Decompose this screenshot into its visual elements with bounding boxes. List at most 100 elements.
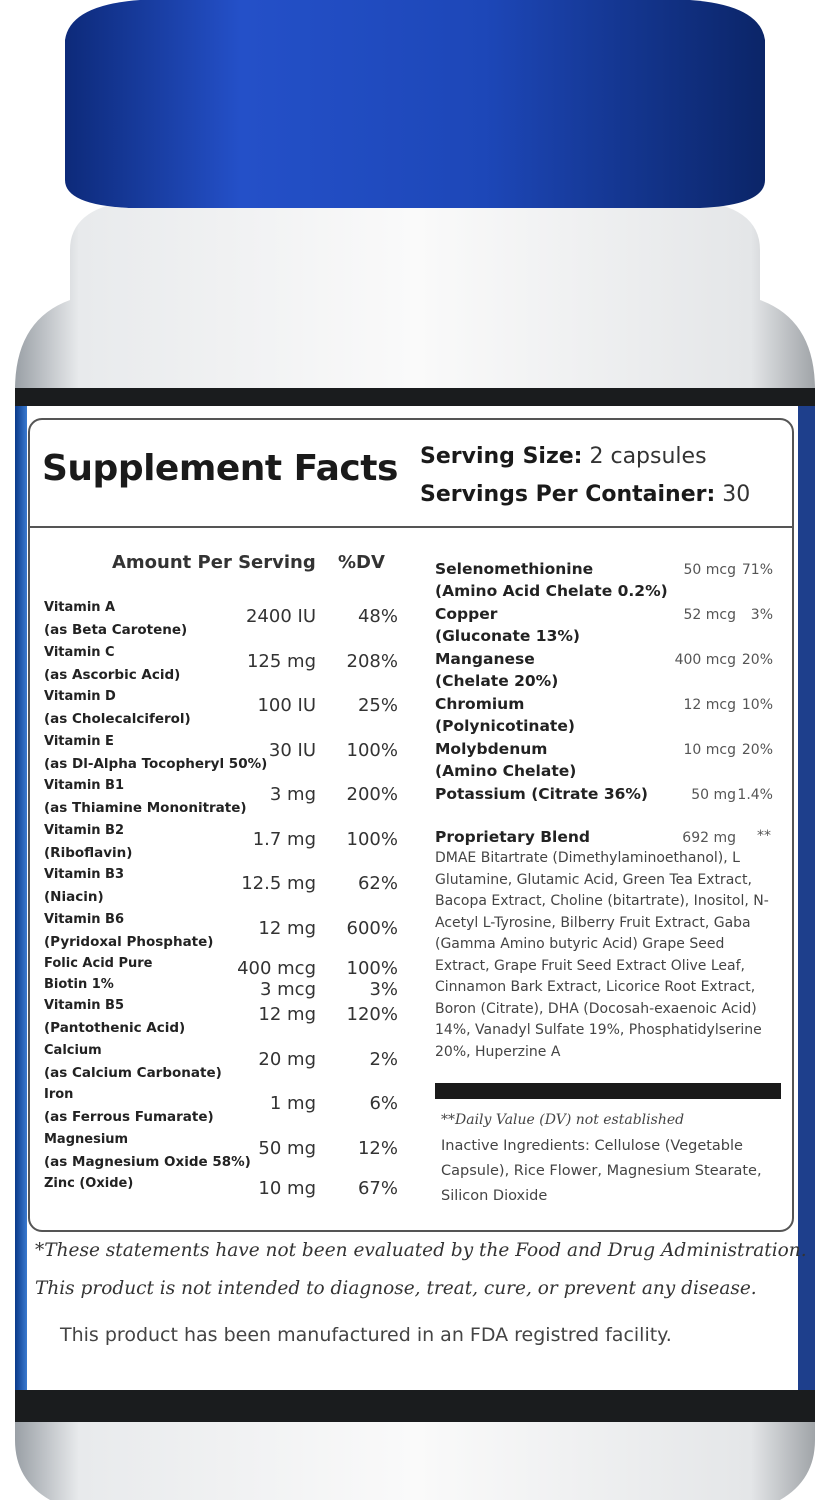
divider xyxy=(30,526,792,528)
nutrient-amount: 12.5 mg xyxy=(241,873,316,894)
nutrient-detail: (as Thiamine Mononitrate) xyxy=(44,800,247,816)
blend-name: Proprietary Blend xyxy=(435,828,590,846)
servings-value: 30 xyxy=(722,482,751,507)
nutrient-dv: 12% xyxy=(357,1137,398,1159)
disclaimer: *These statements have not been evaluate… xyxy=(35,1240,807,1261)
nutrient-amount: 30 IU xyxy=(268,739,316,761)
nutrient-name: Selenomethionine xyxy=(435,560,594,578)
nutrient-amount: 50 mg xyxy=(691,787,736,803)
nutrient-name: Vitamin B1 xyxy=(44,778,125,793)
nutrient-name: Calcium xyxy=(44,1042,102,1058)
label-edge xyxy=(15,1390,815,1422)
serving-size-value: 2 capsules xyxy=(589,444,707,469)
nutrient-dv: 600% xyxy=(346,917,398,939)
nutrient-name: Biotin 1% xyxy=(44,977,114,992)
nutrient-dv: 2% xyxy=(369,1048,398,1070)
nutrient-amount: 52 mcg xyxy=(683,607,737,623)
nutrient-name: Vitamin B3 xyxy=(44,867,125,882)
facts-panel: Supplement Facts Serving Size: 2 capsule… xyxy=(28,418,794,1232)
nutrient-name: Zinc (Oxide) xyxy=(44,1176,134,1191)
nutrient-detail: (Riboflavin) xyxy=(44,844,133,861)
nutrient-amount: 125 mg xyxy=(246,650,316,672)
nutrient-detail: (as Dl-Alpha Tocopheryl 50%) xyxy=(44,755,268,772)
nutrient-dv: 25% xyxy=(357,695,398,716)
dv-header: %DV xyxy=(338,552,385,573)
nutrient-dv: 100% xyxy=(346,828,398,850)
nutrient-dv: 208% xyxy=(346,650,398,672)
nutrient-dv: 100% xyxy=(346,739,398,761)
nutrient-detail: (Amino Acid Chelate 0.2%) xyxy=(435,582,668,600)
nutrient-name: Magnesium xyxy=(44,1131,129,1147)
nutrient-detail: (as Calcium Carbonate) xyxy=(44,1064,222,1081)
nutrient-name: Vitamin A xyxy=(44,600,116,615)
nutrient-amount: 50 mg xyxy=(258,1137,316,1159)
nutrient-detail: (as Ascorbic Acid) xyxy=(44,666,181,683)
title: Supplement Facts xyxy=(42,448,398,489)
servings-label: Servings Per Container: xyxy=(420,482,716,507)
nutrient-dv: 6% xyxy=(369,1093,398,1114)
serving-size: Serving Size: 2 capsules xyxy=(420,444,707,469)
nutrient-name: Chromium xyxy=(435,695,525,713)
nutrient-name: Vitamin E xyxy=(44,733,114,749)
nutrient-dv: 3% xyxy=(750,607,773,623)
nutrient-name: Vitamin B5 xyxy=(44,998,125,1013)
nutrient-amount: 400 mcg xyxy=(674,652,736,668)
nutrient-dv: 20% xyxy=(741,742,773,758)
nutrient-amount: 100 IU xyxy=(257,695,316,716)
nutrient-name: Iron xyxy=(44,1087,74,1102)
nutrient-amount: 50 mcg xyxy=(683,562,737,578)
black-bar xyxy=(435,1083,781,1099)
nutrient-dv: 20% xyxy=(741,652,773,668)
bottle-cap xyxy=(65,0,765,208)
blend-amount: 692 mg xyxy=(682,830,736,846)
disclaimer: This product is not intended to diagnose… xyxy=(35,1278,757,1299)
nutrient-detail: (Polynicotinate) xyxy=(435,717,575,735)
nutrient-dv: 67% xyxy=(357,1178,398,1199)
label-edge xyxy=(15,388,815,406)
nutrient-name: Manganese xyxy=(435,650,535,668)
nutrient-name: Vitamin C xyxy=(44,644,115,660)
nutrient-name: Copper xyxy=(435,605,498,623)
nutrient-name: Molybdenum xyxy=(435,740,548,758)
blend-ingredients: DMAE Bitartrate (Dimethylaminoethanol), … xyxy=(435,850,769,1060)
nutrient-dv: 1.4% xyxy=(737,787,773,803)
nutrient-dv: 10% xyxy=(741,697,773,713)
nutrient-amount: 1.7 mg xyxy=(252,828,316,850)
nutrient-amount: 12 mcg xyxy=(683,697,737,713)
nutrient-name: Vitamin D xyxy=(44,689,116,704)
dv-note: **Daily Value (DV) not established xyxy=(441,1112,685,1128)
inactive-ingredients: Inactive Ingredients: Cellulose (Vegetab… xyxy=(441,1138,762,1204)
label-side xyxy=(798,406,815,1390)
nutrient-detail: (Pyridoxal Phosphate) xyxy=(44,933,214,950)
nutrient-detail: (Chelate 20%) xyxy=(435,672,559,690)
label-side xyxy=(15,406,27,1390)
nutrient-amount: 1 mg xyxy=(269,1093,316,1114)
nutrient-detail: (Gluconate 13%) xyxy=(435,627,580,645)
nutrient-amount: 12 mg xyxy=(258,1004,316,1025)
nutrient-name: Folic Acid Pure xyxy=(44,956,153,971)
nutrient-detail: (Amino Chelate) xyxy=(435,762,577,780)
amount-header: Amount Per Serving xyxy=(112,552,316,573)
nutrient-amount: 3 mg xyxy=(269,784,316,805)
nutrient-detail: (as Beta Carotene) xyxy=(44,622,188,638)
nutrient-amount: 400 mcg xyxy=(237,958,316,979)
nutrient-name: Vitamin B6 xyxy=(44,911,125,927)
nutrient-dv: 120% xyxy=(346,1004,398,1025)
nutrient-dv: 62% xyxy=(357,873,398,894)
facility: This product has been manufactured in an… xyxy=(60,1324,672,1346)
nutrient-amount: 10 mcg xyxy=(683,742,737,758)
nutrient-detail: (as Cholecalciferol) xyxy=(44,711,191,727)
blend-dv: ** xyxy=(757,828,771,844)
nutrient-dv: 200% xyxy=(346,784,398,805)
nutrient-detail: (Niacin) xyxy=(44,889,104,905)
nutrient-dv: 100% xyxy=(346,958,398,979)
nutrient-amount: 10 mg xyxy=(258,1178,316,1199)
nutrient-detail: (as Ferrous Fumarate) xyxy=(44,1109,214,1125)
nutrient-name: Potassium (Citrate 36%) xyxy=(435,785,649,803)
nutrient-amount: 2400 IU xyxy=(245,606,316,627)
nutrient-amount: 12 mg xyxy=(258,917,316,939)
nutrient-dv: 3% xyxy=(369,979,398,1000)
servings-per-container: Servings Per Container: 30 xyxy=(420,482,750,507)
nutrient-amount: 3 mcg xyxy=(259,979,316,1000)
